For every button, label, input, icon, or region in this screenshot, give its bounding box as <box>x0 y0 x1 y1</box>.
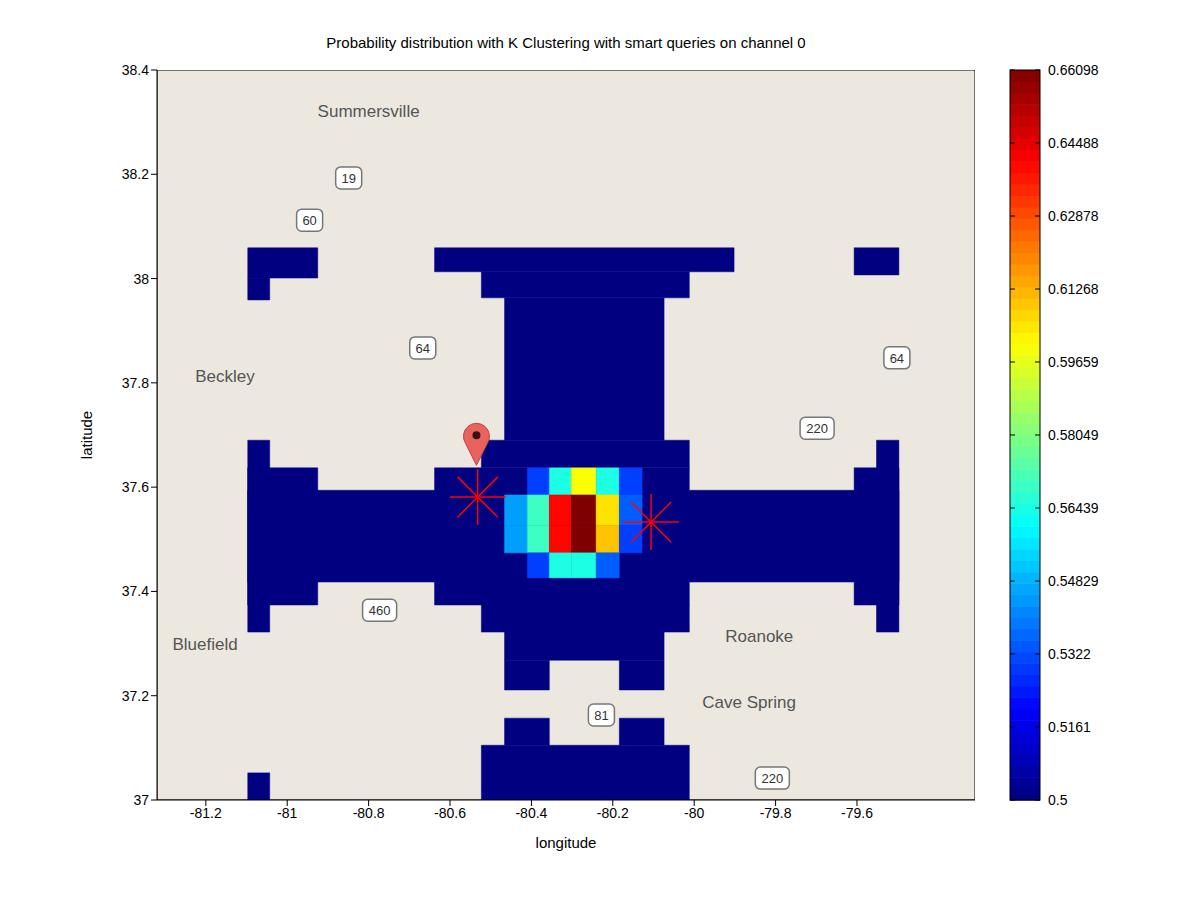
svg-text:37.2: 37.2 <box>122 688 149 704</box>
svg-text:38.4: 38.4 <box>122 62 149 78</box>
svg-text:longitude: longitude <box>536 834 597 851</box>
svg-text:-80.8: -80.8 <box>353 805 385 821</box>
svg-text:37.6: 37.6 <box>122 479 149 495</box>
svg-text:0.54829: 0.54829 <box>1048 573 1099 589</box>
svg-text:38.2: 38.2 <box>122 166 149 182</box>
svg-text:-80.2: -80.2 <box>597 805 629 821</box>
svg-text:0.62878: 0.62878 <box>1048 208 1099 224</box>
svg-text:0.5161: 0.5161 <box>1048 719 1091 735</box>
svg-text:0.66098: 0.66098 <box>1048 62 1099 78</box>
svg-text:Summersville: Summersville <box>318 102 420 121</box>
svg-text:-79.6: -79.6 <box>841 805 873 821</box>
svg-text:220: 220 <box>761 771 783 786</box>
svg-text:Cave Spring: Cave Spring <box>702 693 796 712</box>
svg-text:0.61268: 0.61268 <box>1048 281 1099 297</box>
svg-text:37.4: 37.4 <box>122 583 149 599</box>
svg-text:-80.4: -80.4 <box>515 805 547 821</box>
svg-text:latitude: latitude <box>78 411 95 459</box>
svg-text:0.56439: 0.56439 <box>1048 500 1099 516</box>
svg-text:Roanoke: Roanoke <box>725 627 793 646</box>
svg-text:Probability distribution with: Probability distribution with K Clusteri… <box>326 34 805 51</box>
svg-text:37: 37 <box>133 792 149 808</box>
svg-text:Beckley: Beckley <box>195 367 255 386</box>
svg-text:19: 19 <box>341 171 355 186</box>
svg-text:-79.8: -79.8 <box>760 805 792 821</box>
svg-text:64: 64 <box>890 351 904 366</box>
svg-text:-81.2: -81.2 <box>190 805 222 821</box>
svg-text:0.5322: 0.5322 <box>1048 646 1091 662</box>
svg-text:64: 64 <box>416 341 430 356</box>
svg-text:460: 460 <box>369 603 391 618</box>
svg-text:-81: -81 <box>277 805 297 821</box>
svg-text:0.64488: 0.64488 <box>1048 135 1099 151</box>
svg-text:60: 60 <box>302 213 316 228</box>
svg-text:220: 220 <box>806 421 828 436</box>
svg-text:0.59659: 0.59659 <box>1048 354 1099 370</box>
svg-text:0.58049: 0.58049 <box>1048 427 1099 443</box>
svg-text:38: 38 <box>133 271 149 287</box>
svg-text:0.5: 0.5 <box>1048 792 1068 808</box>
svg-text:Bluefield: Bluefield <box>172 635 237 654</box>
svg-text:-80.6: -80.6 <box>434 805 466 821</box>
svg-text:81: 81 <box>594 708 608 723</box>
svg-text:-80: -80 <box>684 805 704 821</box>
svg-text:37.8: 37.8 <box>122 375 149 391</box>
